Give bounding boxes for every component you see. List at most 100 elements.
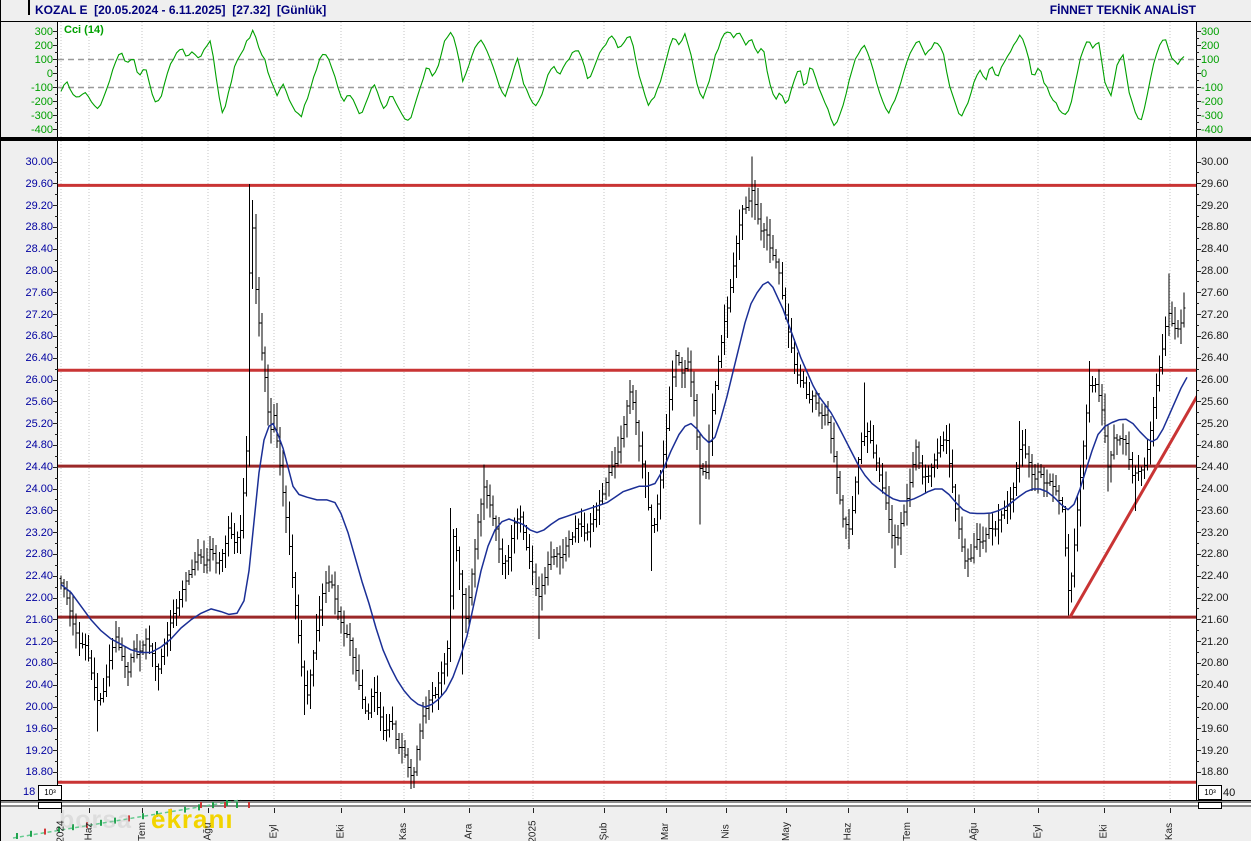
price-tick [1196, 335, 1201, 337]
price-tick [53, 532, 58, 534]
price-minor-tick [55, 695, 58, 697]
x-axis-label: Tem [901, 822, 913, 841]
x-axis-label: Ara [463, 823, 475, 840]
ohlc-bars [60, 156, 1185, 789]
price-minor-tick [1196, 717, 1199, 719]
price-minor-tick [55, 194, 58, 196]
cci-plot[interactable] [58, 22, 1196, 137]
price-tick [53, 728, 58, 730]
price-minor-tick [55, 346, 58, 348]
price-tick [1196, 597, 1201, 599]
price-axis-label-left: 20.00 [25, 701, 53, 713]
price-axis-label-left: 23.60 [25, 504, 53, 517]
price-minor-tick [1196, 194, 1199, 196]
price-minor-tick [1196, 172, 1199, 174]
volume-splitter[interactable] [1, 801, 1251, 803]
price-tick [1196, 662, 1201, 664]
x-axis-label: Tem [136, 822, 148, 841]
price-minor-tick [1196, 237, 1199, 239]
cci-minor-tick [1196, 122, 1199, 123]
price-minor-tick [1196, 412, 1199, 414]
price-tick [53, 750, 58, 752]
price-tick [1196, 161, 1201, 163]
x-axis-tick [726, 808, 727, 813]
price-minor-tick [1196, 543, 1199, 544]
price-minor-tick [55, 259, 58, 261]
price-minor-tick [55, 368, 58, 370]
x-axis-label: Ağu [202, 822, 214, 841]
x-axis-tick [1170, 808, 1171, 813]
cci-minor-tick [1196, 94, 1199, 95]
left-multiplier-box-clipped [38, 802, 62, 809]
price-axis-label-right: 30.00 [1201, 156, 1229, 168]
price-axis-label-left: 30.00 [25, 156, 53, 168]
cci-axis-label-left: 200 [34, 39, 53, 52]
price-plot[interactable] [58, 141, 1196, 800]
price-tick [53, 335, 58, 337]
price-minor-tick [1196, 695, 1199, 697]
cci-minor-tick [1196, 66, 1199, 67]
panel-top-border [1, 21, 1251, 22]
price-minor-tick [55, 521, 58, 523]
x-axis-label: Şub [598, 822, 610, 841]
price-axis-label-left: 20.80 [25, 657, 53, 670]
price-minor-tick [1196, 761, 1199, 762]
panel-bottom-border [1, 800, 1251, 801]
cci-indicator-label: Cci (14) [62, 24, 106, 36]
price-minor-tick [55, 281, 58, 283]
cci-axis-label-left: 100 [34, 53, 53, 66]
cci-minor-tick [1196, 108, 1199, 109]
price-tick [53, 510, 58, 512]
cci-tick [53, 129, 58, 130]
cci-tick [53, 59, 58, 60]
cci-axis-label-left: 300 [34, 25, 53, 38]
price-minor-tick [1196, 281, 1199, 283]
price-axis-label-right: 27.20 [1201, 308, 1229, 321]
x-axis-label: Haz [842, 822, 854, 841]
price-tick [53, 641, 58, 643]
volume-splitter-gap [1, 803, 1251, 805]
price-minor-tick [1196, 608, 1199, 610]
clipped-price-label: 18 [23, 786, 36, 798]
cci-tick [1196, 115, 1201, 116]
price-axis-label-left: 28.40 [25, 243, 53, 256]
x-axis-tick [604, 808, 605, 813]
price-minor-tick [1196, 303, 1199, 305]
price-axis-label-right: 24.40 [1201, 461, 1229, 474]
price-axis-label-right: 24.80 [1201, 439, 1229, 452]
price-minor-tick [55, 630, 58, 632]
x-axis-tick [469, 808, 470, 813]
cci-axis-label-right: -400 [1201, 123, 1224, 136]
price-axis-label-left: 25.60 [25, 395, 53, 408]
cci-tick [1196, 45, 1201, 46]
price-minor-tick [55, 499, 58, 501]
price-tick [53, 226, 58, 228]
price-axis-label-left: 26.80 [25, 330, 53, 343]
price-minor-tick [55, 237, 58, 239]
x-axis-label: Mar [660, 822, 672, 841]
price-tick [53, 771, 58, 773]
price-minor-tick [1196, 455, 1199, 457]
x-axis-label: Nis [720, 824, 732, 839]
watermark-logo: ekranı [151, 804, 234, 834]
volume-splitter2[interactable] [1, 805, 1251, 807]
price-axis-label-right: 20.00 [1201, 701, 1229, 713]
plot-left-border [57, 21, 58, 801]
price-axis-label-left: 27.60 [25, 286, 53, 299]
price-minor-tick [55, 455, 58, 457]
price-tick [1196, 314, 1201, 316]
price-axis-label-left: 22.80 [25, 548, 53, 561]
x-axis-tick [533, 808, 534, 813]
watermark-faint-text: borsa [59, 806, 133, 834]
price-minor-tick [55, 434, 58, 435]
price-axis-label-right: 29.60 [1201, 177, 1229, 190]
price-axis-label-right: 25.60 [1201, 395, 1229, 408]
price-axis-label-right: 26.00 [1201, 374, 1229, 386]
price-axis-label-left: 25.20 [25, 417, 53, 430]
cci-minor-tick [55, 108, 58, 109]
price-minor-tick [55, 543, 58, 544]
price-tick [1196, 510, 1201, 512]
price-axis-label-left: 21.60 [25, 613, 53, 626]
panel-divider[interactable] [1, 137, 1251, 141]
price-minor-tick [1196, 586, 1199, 588]
